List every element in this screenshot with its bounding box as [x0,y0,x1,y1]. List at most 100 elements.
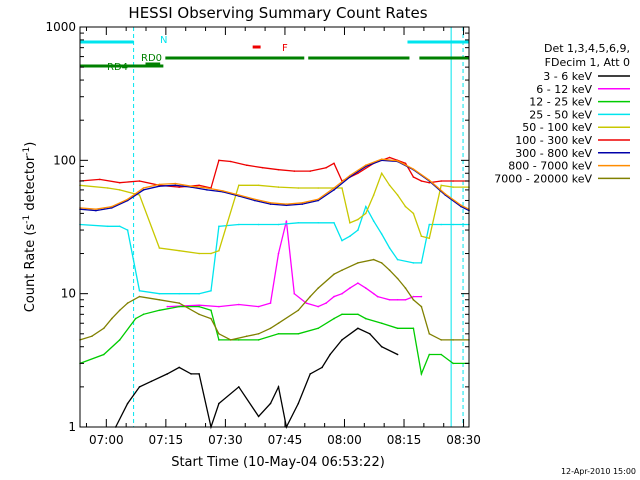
data-point [230,160,232,163]
data-point [142,189,145,191]
data-point [222,190,224,192]
y-tick-label: 10 [61,287,76,301]
data-point [341,239,343,242]
data-point [95,209,97,212]
y-label-sup2: -1 [22,147,32,156]
data-point [178,302,180,304]
data-point [269,203,272,205]
data-point [285,220,288,222]
data-point [341,187,343,189]
data-point [158,299,161,301]
data-point [206,187,208,189]
data-point [253,198,256,201]
legend-header-2: FDecim 1, Att 0 [545,56,630,69]
data-point [333,187,335,189]
series-line-1 [167,220,422,308]
series-line-8 [79,258,469,341]
data-point [277,168,280,171]
data-point [138,290,141,292]
data-point [317,305,320,308]
data-point [412,299,415,301]
x-tick-label: 07:45 [268,433,303,447]
data-point [452,362,454,365]
data-point [174,182,177,185]
legend-label: 50 - 100 keV [522,121,592,134]
data-point [428,179,431,181]
data-point [111,207,113,209]
data-point [396,194,399,196]
x-tick-label: 08:15 [387,433,422,447]
data-point [380,172,383,175]
data-point [206,189,208,191]
data-point [245,164,248,166]
data-point [111,317,113,320]
data-point [277,252,280,255]
data-point [257,415,260,418]
data-point [333,189,335,191]
data-point [380,322,383,325]
data-point [198,373,200,375]
legend-label: 7000 - 20000 keV [494,172,592,185]
plot-area: N F RD0 RD4 [79,26,470,430]
legend-header-1: Det 1,3,4,5,6,9, [544,42,630,55]
status-label-rd4: RD4 [107,62,128,73]
data-point [329,353,331,356]
data-point [428,223,431,226]
data-point [178,292,180,295]
data-point [388,269,391,272]
legend-label: 100 - 300 keV [515,134,592,147]
data-point [257,223,260,226]
data-point [420,180,423,182]
data-point [293,170,296,172]
data-point [341,269,343,272]
data-point [349,235,351,237]
data-point [245,335,248,338]
data-point [420,295,423,298]
data-point [460,204,462,207]
data-point [428,237,431,240]
data-point [420,373,423,375]
data-point [309,295,312,298]
data-point [333,295,335,298]
data-point [380,345,383,348]
data-point [452,223,454,226]
data-point [190,373,192,375]
data-point [452,339,454,341]
data-point [349,287,351,289]
data-point [142,313,145,316]
data-point [269,327,272,330]
data-point [174,184,177,187]
legend-label: 3 - 6 keV [543,70,592,83]
legend: Det 1,3,4,5,6,9, FDecim 1, Att 0 3 - 6 k… [494,42,630,185]
data-point [357,262,359,264]
data-point [178,305,180,308]
data-point [420,305,423,308]
data-point [452,186,454,188]
x-axis: 07:00 07:15 07:30 07:45 08:00 08:15 08:30 [85,27,481,447]
data-point [126,229,129,231]
data-point [420,235,423,237]
data-point [158,183,161,186]
data-point [107,225,109,228]
plot-frame-top [79,26,470,428]
x-tick-label: 07:30 [208,433,243,447]
data-point [297,222,300,224]
data-point [178,249,180,252]
data-point [166,373,169,375]
data-point [118,189,121,191]
data-point [118,225,121,228]
data-point [218,159,220,162]
data-point [380,158,383,160]
data-point [452,180,454,182]
data-point [210,309,212,312]
x-tick-label: 08:00 [327,433,362,447]
data-point [111,205,113,208]
data-point [285,203,288,205]
data-point [317,287,320,289]
data-point [333,222,335,224]
data-point [285,204,288,207]
data-point [238,194,240,196]
y-axis-label: Count Rate (s-1 detector-1) [22,142,38,313]
data-point [365,287,367,289]
